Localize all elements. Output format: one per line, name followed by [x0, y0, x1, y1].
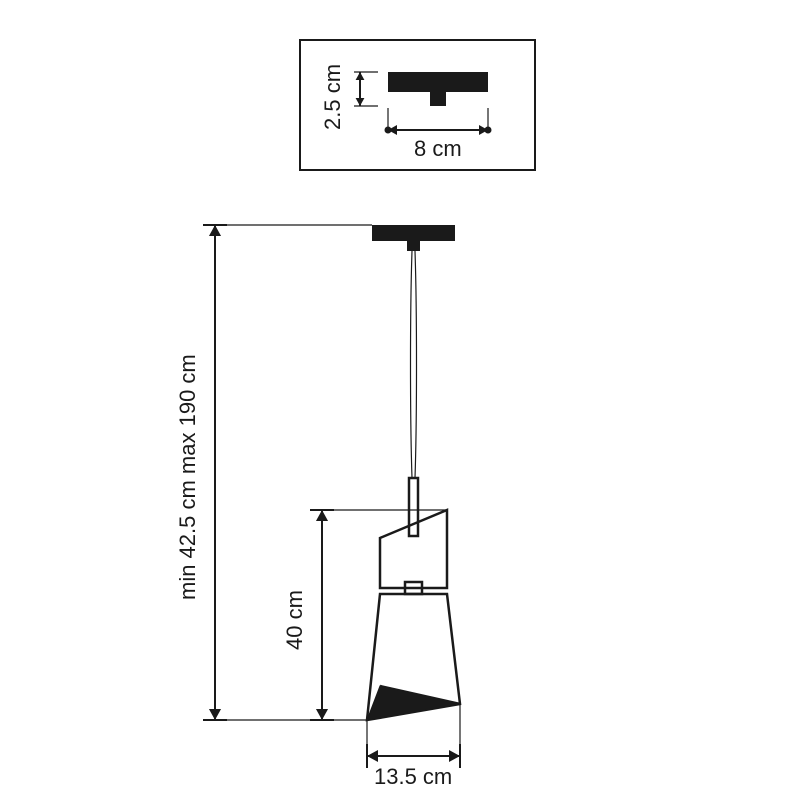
label-total-height: min 42.5 cm max 190 cm — [175, 354, 200, 600]
dim-8cm: 8 cm — [385, 108, 492, 161]
main-drawing: min 42.5 cm max 190 cm 40 cm 13.5 cm — [175, 225, 460, 789]
label-2_5cm: 2.5 cm — [320, 64, 345, 130]
dim-2_5cm: 2.5 cm — [320, 64, 378, 130]
detail-box: 8 cm 2.5 cm — [300, 40, 535, 170]
canopy-stem — [407, 241, 420, 251]
detail-canopy — [388, 72, 488, 92]
dim-total-height: min 42.5 cm max 190 cm — [175, 225, 372, 720]
label-8cm: 8 cm — [414, 136, 462, 161]
label-shade-height: 40 cm — [282, 590, 307, 650]
label-width: 13.5 cm — [374, 764, 452, 789]
technical-drawing: 8 cm 2.5 cm min 42.5 cm max 190 cm 40 cm 13.… — [0, 0, 800, 800]
dim-shade-height: 40 cm — [282, 510, 447, 720]
shade-upper — [380, 510, 447, 588]
cord — [411, 251, 417, 478]
detail-stem — [430, 92, 446, 106]
rod — [409, 478, 418, 536]
canopy — [372, 225, 455, 241]
shade-opening-fill — [367, 686, 460, 720]
